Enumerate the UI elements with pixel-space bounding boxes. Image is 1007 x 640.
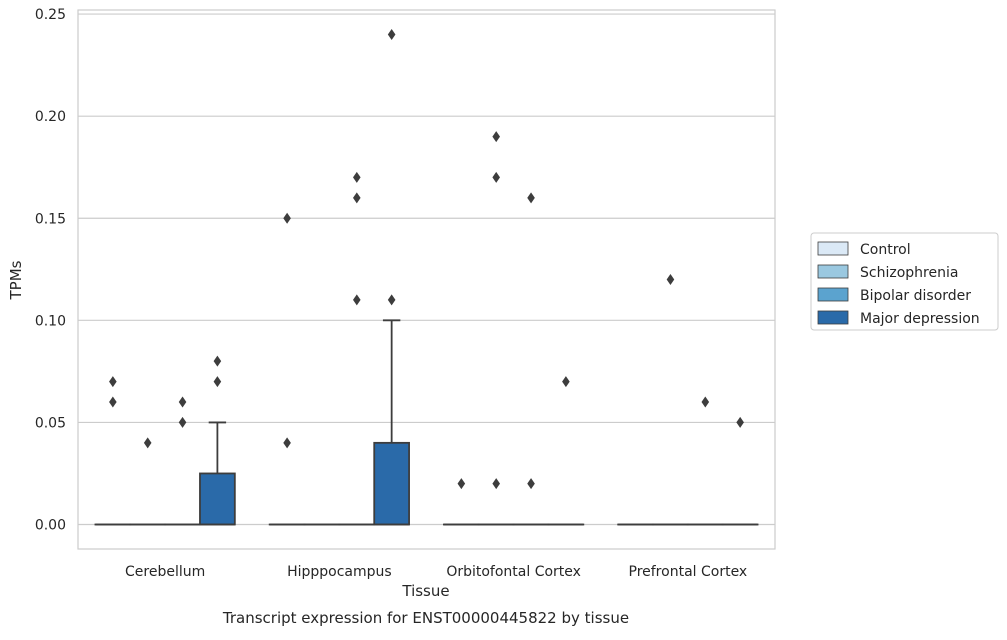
- chart-caption: Transcript expression for ENST0000044582…: [222, 609, 629, 627]
- legend-swatch: [818, 242, 848, 255]
- legend: Control Schizophrenia Bipolar disorder Majo…: [811, 233, 998, 330]
- x-tick-label: Hipppocampus: [287, 564, 392, 580]
- x-axis-label: Tissue: [401, 582, 449, 600]
- legend-swatch: [818, 288, 848, 301]
- y-tick-label: 0.25: [35, 7, 66, 23]
- x-tick-label: Prefrontal Cortex: [629, 564, 748, 580]
- y-tick-label: 0.00: [35, 518, 66, 534]
- legend-swatch: [818, 265, 848, 278]
- y-axis-label: TPMs: [7, 260, 25, 300]
- legend-label: Major depression: [860, 311, 980, 327]
- legend-label: Control: [860, 242, 911, 258]
- y-tick-labels: 0.00 0.05 0.10 0.15 0.20 0.25: [35, 7, 66, 533]
- y-tick-label: 0.10: [35, 313, 66, 329]
- legend-swatch: [818, 311, 848, 324]
- legend-label: Bipolar disorder: [860, 288, 971, 304]
- y-tick-label: 0.05: [35, 415, 66, 431]
- box: [200, 473, 235, 524]
- x-tick-label: Cerebellum: [125, 564, 205, 580]
- y-tick-label: 0.15: [35, 211, 66, 227]
- y-tick-label: 0.20: [35, 109, 66, 125]
- x-tick-label: Orbitofontal Cortex: [446, 564, 581, 580]
- x-tick-labels: Cerebellum Hipppocampus Orbitofontal Corte…: [125, 564, 747, 580]
- legend-label: Schizophrenia: [860, 265, 958, 281]
- box: [374, 443, 409, 525]
